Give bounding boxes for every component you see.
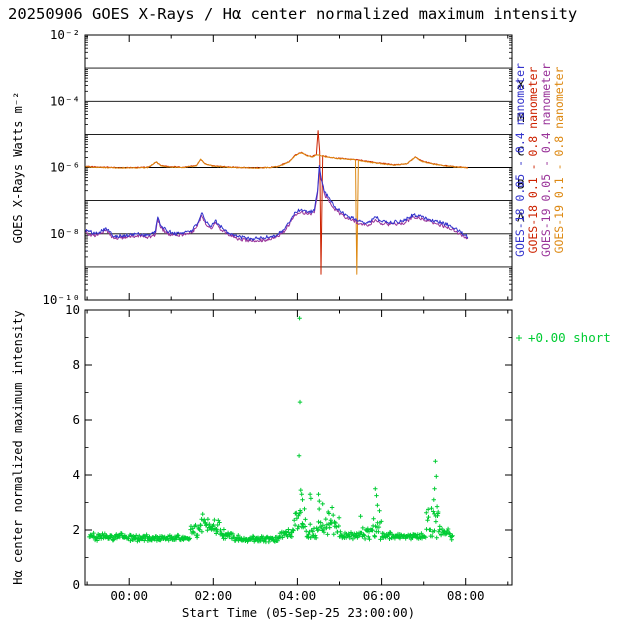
halpha-legend-label: +0.00 short [528,330,611,345]
halpha-y-tick-label: 6 [72,412,80,427]
page-title: 20250906 GOES X-Rays / Hα center normali… [8,5,578,23]
x-tick-label: 04:00 [279,588,317,603]
flare-class-label: B [517,176,525,191]
xray-y-tick-label: 10⁻⁸ [50,226,80,241]
x-tick-label: 00:00 [110,588,148,603]
xray-series-2 [84,130,468,275]
halpha-y-tick-label: 0 [72,577,80,592]
halpha-y-axis-label: Hα center normalized maximum intensity [11,310,25,585]
flare-class-label: C [517,143,525,158]
xray-series-legend-2: GOES-18 0.1 - 0.8 nanometer [526,66,540,253]
xray-series-3 [84,167,469,243]
flare-class-label: X [517,77,525,92]
xray-y-axis-label: GOES X-Rays Watts m⁻² [11,92,25,244]
halpha-y-tick-label: 10 [65,302,80,317]
flare-class-label: M [517,110,525,125]
x-tick-label: 02:00 [194,588,232,603]
halpha-scatter-points [87,316,455,545]
halpha-legend-marker [516,335,522,341]
xray-y-tick-label: 10⁻⁶ [50,160,80,175]
xray-series-1 [84,165,469,241]
x-axis-label: Start Time (05-Sep-25 23:00:00) [182,605,415,620]
flare-class-label: A [517,210,525,225]
xray-y-tick-label: 10⁻¹⁰ [42,292,80,307]
xray-panel-frame [84,34,513,301]
x-tick-label: 06:00 [363,588,401,603]
xray-series-legend-1: GOES-18 0.05 - 0.4 nanometer [513,63,527,257]
xray-y-tick-label: 10⁻² [50,27,80,42]
halpha-y-tick-label: 8 [72,357,80,372]
xray-series-legend-3: GOES-19 0.05 - 0.4 nanometer [539,63,553,257]
halpha-y-tick-label: 2 [72,522,80,537]
xray-series-legend-4: GOES-19 0.1 - 0.8 nanometer [552,66,566,253]
halpha-panel-frame [84,309,513,586]
x-tick-label: 08:00 [447,588,485,603]
xray-y-tick-label: 10⁻⁴ [50,93,80,108]
halpha-y-tick-label: 4 [72,467,80,482]
xray-series-4 [84,152,469,275]
